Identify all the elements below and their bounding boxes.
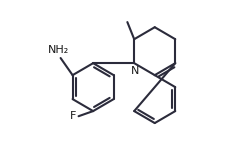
Text: N: N xyxy=(130,66,139,76)
Text: F: F xyxy=(69,111,76,121)
Text: NH₂: NH₂ xyxy=(48,45,69,55)
